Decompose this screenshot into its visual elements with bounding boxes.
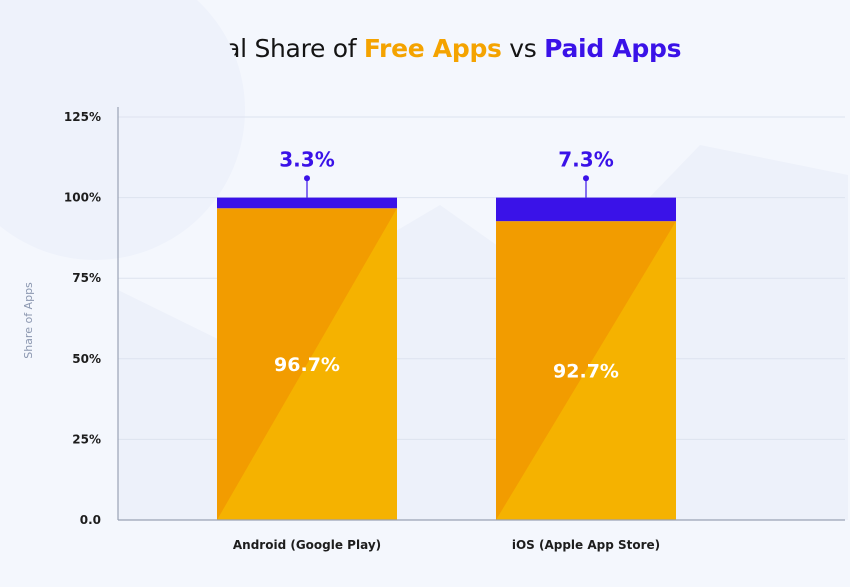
y-axis-label: Share of Apps xyxy=(22,282,35,359)
y-tick-label: 25% xyxy=(72,432,101,446)
chart-title: Global Share of Free Apps vs Paid Apps xyxy=(0,34,850,63)
x-axis-categories: Android (Google Play) iOS (Apple App Stor… xyxy=(233,538,660,552)
free-value-label: 92.7% xyxy=(553,361,619,383)
y-tick-label: 75% xyxy=(72,271,101,285)
paid-value-label: 7.3% xyxy=(558,147,613,171)
paid-leader-dot xyxy=(304,175,310,182)
bar-paid xyxy=(496,197,676,222)
y-tick-label: 50% xyxy=(72,352,101,366)
x-category-label: Android (Google Play) xyxy=(233,538,381,552)
bar-free-highlight xyxy=(217,208,397,520)
free-value-label: 96.7% xyxy=(274,354,340,376)
paid-leader-dot xyxy=(583,175,589,182)
x-category-label: iOS (Apple App Store) xyxy=(512,538,660,552)
y-axis-ticks: 0.0 25% 50% 75% 100% 125% xyxy=(64,110,101,527)
bar-free-highlight xyxy=(496,221,676,520)
decor-circle xyxy=(0,0,245,260)
y-tick-label: 100% xyxy=(64,191,101,205)
paid-value-label: 3.3% xyxy=(279,147,334,171)
y-tick-label: 125% xyxy=(64,110,101,124)
bars: 96.7% 3.3% 92.7% 7.3% xyxy=(217,147,676,520)
bar-paid xyxy=(217,197,397,209)
background-decoration xyxy=(0,0,848,520)
title-free-apps: Free Apps xyxy=(363,34,502,63)
y-tick-label: 0.0 xyxy=(80,513,101,527)
title-paid-apps: Paid Apps xyxy=(544,34,682,63)
title-part-2: vs xyxy=(501,34,545,63)
